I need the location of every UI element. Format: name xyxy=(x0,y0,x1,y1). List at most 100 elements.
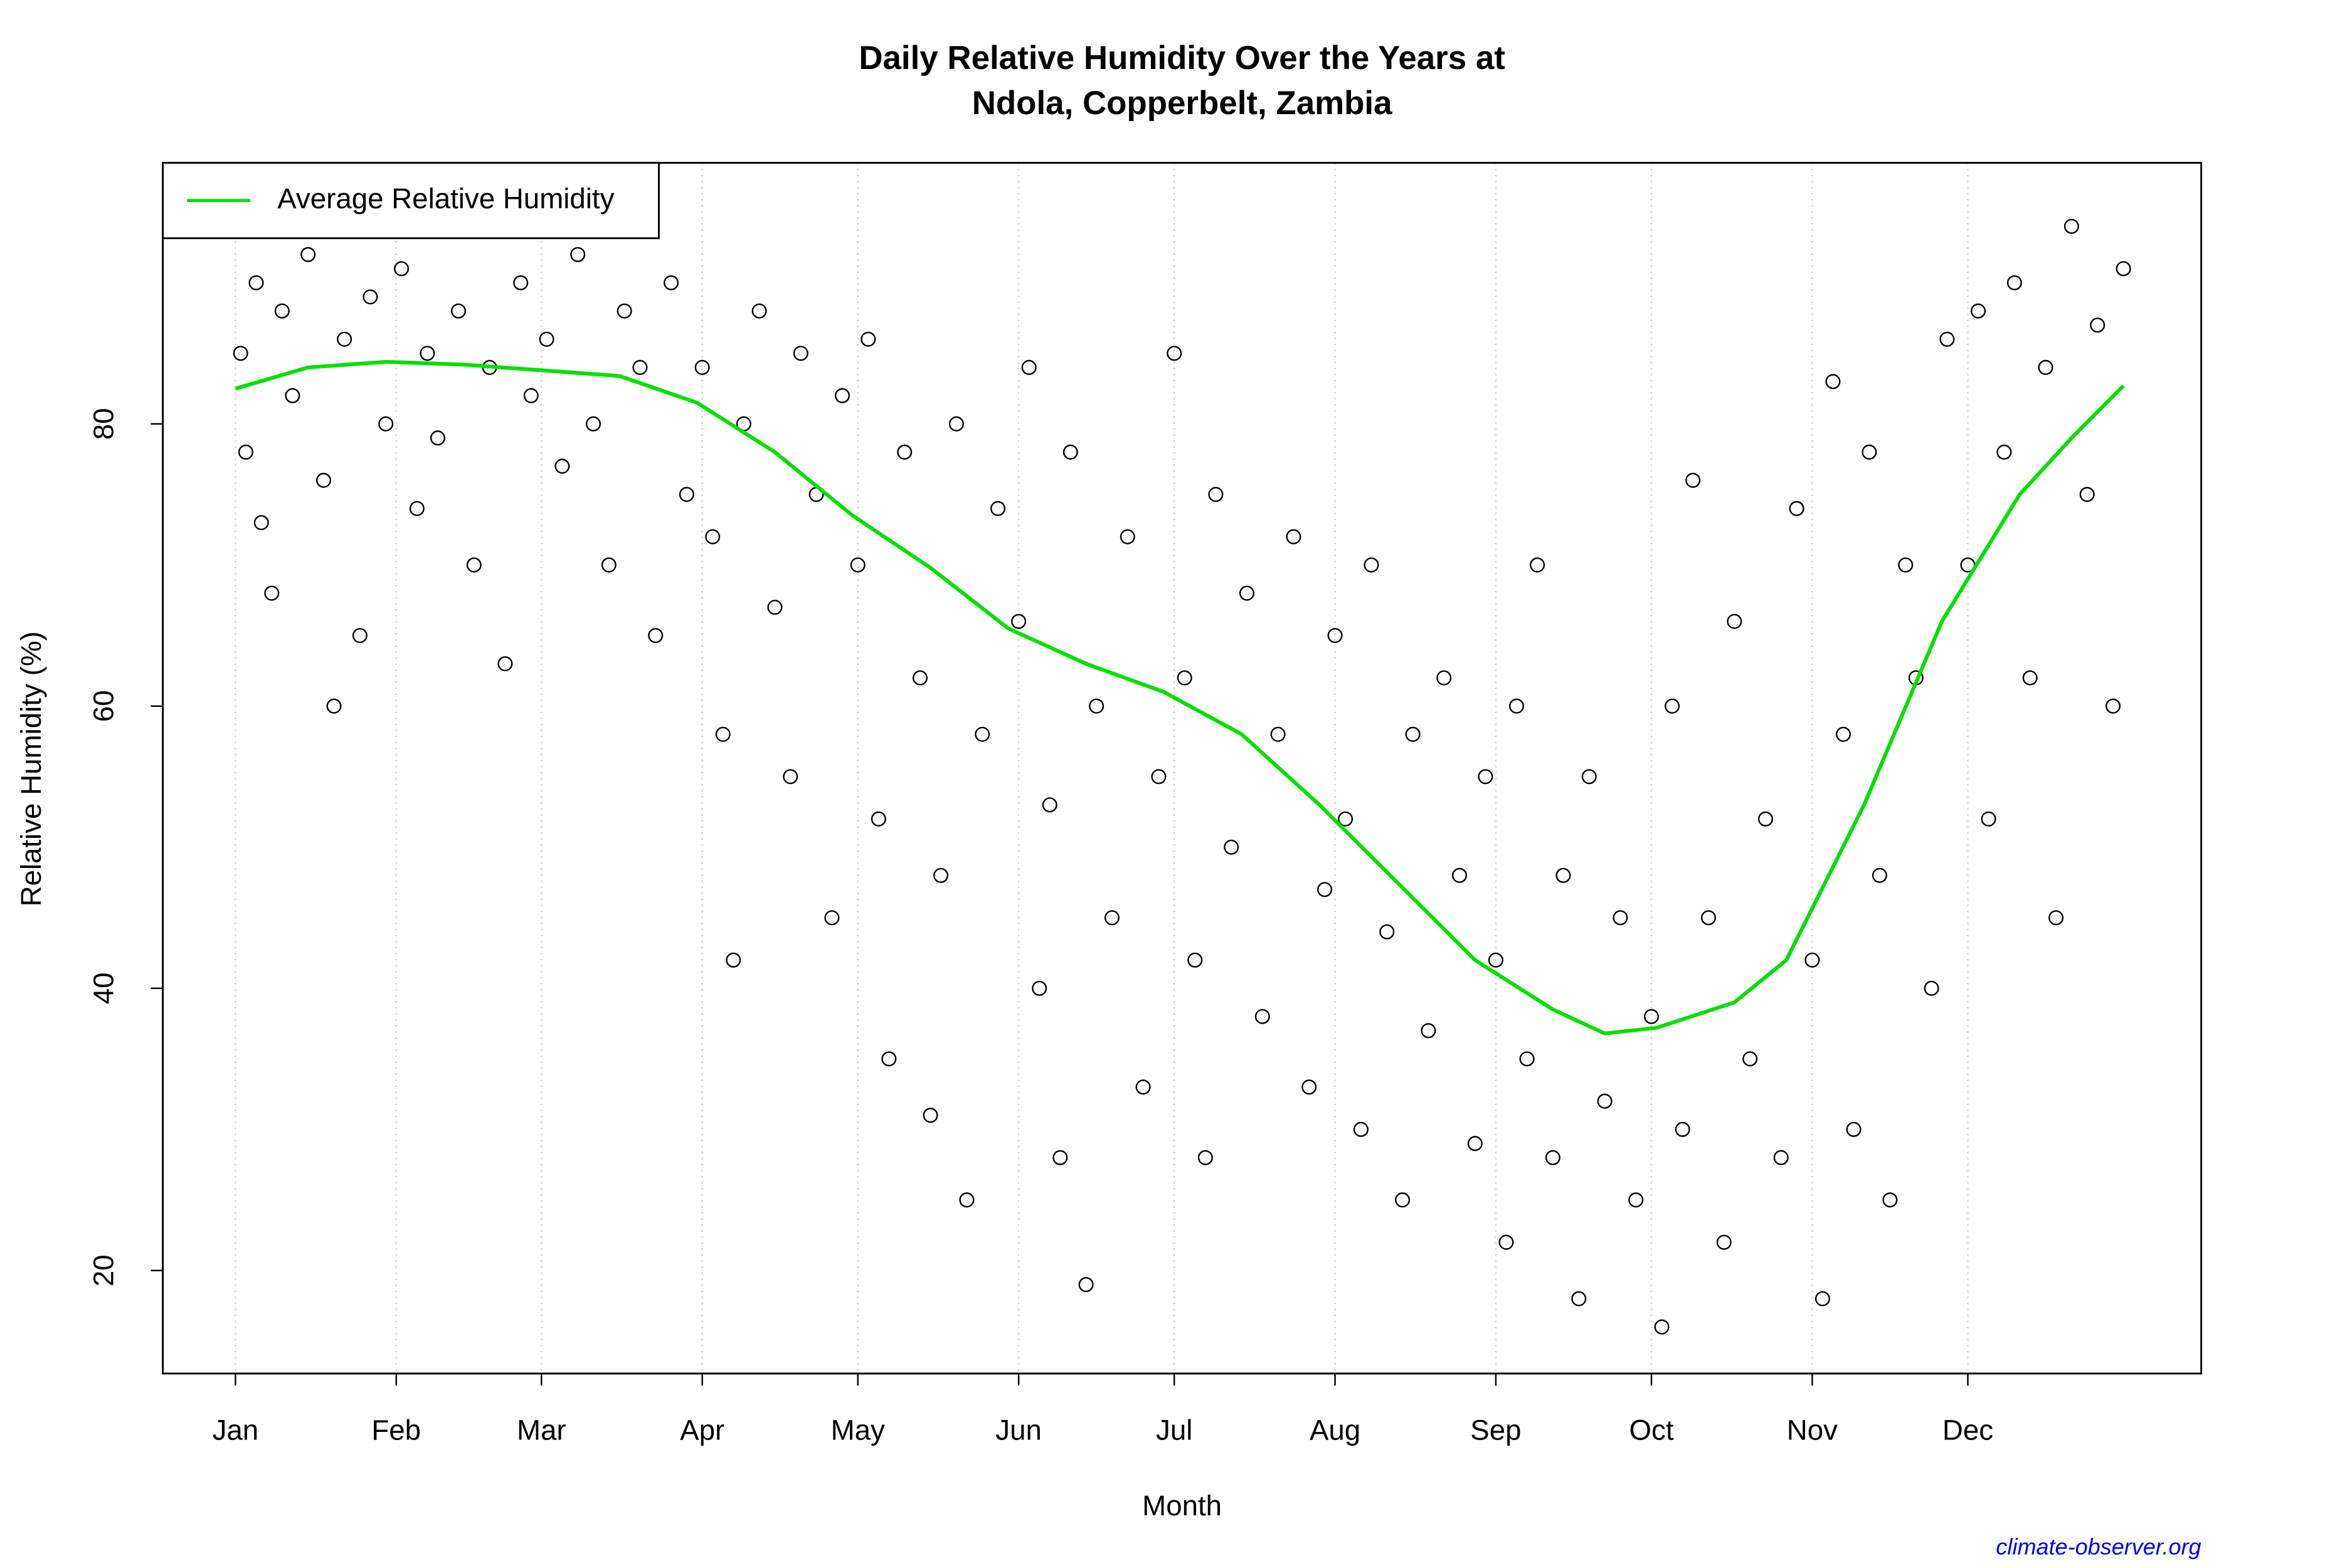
data-point xyxy=(2006,275,2022,290)
data-point xyxy=(264,585,280,601)
x-tick-label: Jun xyxy=(995,1414,1042,1446)
data-point xyxy=(1078,1277,1094,1293)
x-tick-label: Aug xyxy=(1310,1414,1360,1446)
data-point xyxy=(1089,698,1104,714)
data-point xyxy=(274,303,290,319)
data-point xyxy=(959,1192,975,1208)
source-credit: climate-observer.org xyxy=(1996,1534,2201,1559)
data-point xyxy=(1187,952,1203,968)
data-point xyxy=(2022,670,2038,686)
data-point xyxy=(767,600,783,615)
data-point xyxy=(1488,952,1503,968)
data-point xyxy=(1042,797,1057,813)
data-point xyxy=(1613,910,1628,926)
data-point xyxy=(1379,924,1395,940)
data-point xyxy=(834,388,850,403)
x-tick-label: May xyxy=(831,1414,885,1446)
data-point xyxy=(1939,331,1955,347)
x-tick-label: Mar xyxy=(517,1414,566,1446)
data-point xyxy=(585,416,601,432)
data-point xyxy=(679,487,694,502)
y-tick-label: 40 xyxy=(87,972,119,1004)
y-tick-label: 80 xyxy=(87,408,119,440)
data-point xyxy=(1467,1136,1483,1152)
data-point xyxy=(897,444,913,460)
data-point xyxy=(861,331,876,347)
data-point xyxy=(1700,910,1717,926)
data-point xyxy=(1675,1121,1690,1137)
data-point xyxy=(1773,1150,1789,1165)
data-point xyxy=(238,444,253,460)
data-point xyxy=(793,346,808,361)
data-point xyxy=(705,529,721,544)
data-point xyxy=(466,557,482,573)
data-point xyxy=(933,867,949,883)
data-point xyxy=(1882,1192,1898,1208)
data-point xyxy=(1353,1121,1369,1137)
data-point xyxy=(715,726,731,742)
data-point xyxy=(1032,980,1047,996)
legend: Average Relative Humidity xyxy=(162,162,660,240)
data-point xyxy=(1395,1192,1411,1208)
data-point xyxy=(1498,1234,1514,1250)
data-point xyxy=(648,628,664,644)
chart-title: Ndola, Copperbelt, Zambia xyxy=(972,85,1392,122)
x-tick-label: Dec xyxy=(1942,1414,1993,1446)
data-point xyxy=(1835,726,1851,742)
data-point xyxy=(352,628,368,644)
x-tick-label: Jan xyxy=(213,1414,259,1446)
data-point xyxy=(2079,487,2095,502)
data-point xyxy=(1021,359,1037,375)
data-point xyxy=(1716,1234,1732,1250)
data-point xyxy=(1135,1079,1151,1095)
data-point xyxy=(233,346,248,361)
data-point xyxy=(1436,670,1452,686)
data-point xyxy=(1151,769,1167,785)
data-point xyxy=(363,289,378,305)
data-point xyxy=(1545,1150,1560,1165)
data-point xyxy=(1846,1121,1862,1137)
data-point xyxy=(378,416,394,432)
x-tick-label: Apr xyxy=(680,1414,724,1446)
y-axis-label: Relative Humidity (%) xyxy=(15,632,47,907)
data-point xyxy=(1981,811,1996,827)
data-point xyxy=(1727,613,1742,629)
data-point xyxy=(1742,1051,1758,1067)
x-tick-label: Jul xyxy=(1156,1414,1192,1446)
data-point xyxy=(1644,1009,1660,1024)
x-axis-label: Month xyxy=(1142,1490,1222,1522)
data-point xyxy=(1581,769,1597,785)
y-tick-label: 60 xyxy=(87,690,119,722)
data-point xyxy=(1685,472,1701,488)
data-point xyxy=(1177,670,1192,686)
data-point xyxy=(783,769,798,785)
data-point xyxy=(1804,952,1820,968)
data-point xyxy=(1208,487,1224,502)
data-point xyxy=(1338,811,1353,827)
data-point xyxy=(1301,1079,1317,1095)
data-point xyxy=(1508,698,1525,714)
data-point xyxy=(1924,980,1939,996)
data-point xyxy=(1555,867,1571,883)
data-point xyxy=(1239,585,1255,601)
data-point xyxy=(881,1051,897,1067)
x-tick-label: Oct xyxy=(1629,1414,1674,1446)
data-point xyxy=(1757,811,1773,827)
data-point xyxy=(409,501,425,516)
legend-label: Average Relative Humidity xyxy=(277,183,614,215)
data-point xyxy=(337,331,352,347)
data-point xyxy=(253,515,269,531)
data-point xyxy=(420,346,435,361)
data-point xyxy=(1478,769,1493,785)
data-point xyxy=(2116,261,2131,277)
data-point xyxy=(824,910,840,926)
data-point xyxy=(1052,1150,1068,1165)
data-point xyxy=(1104,910,1120,926)
data-point xyxy=(450,303,467,319)
data-point xyxy=(300,246,316,262)
data-point xyxy=(1197,1150,1213,1165)
data-point xyxy=(1597,1093,1613,1109)
data-point xyxy=(1970,303,1986,319)
data-point xyxy=(990,501,1006,516)
